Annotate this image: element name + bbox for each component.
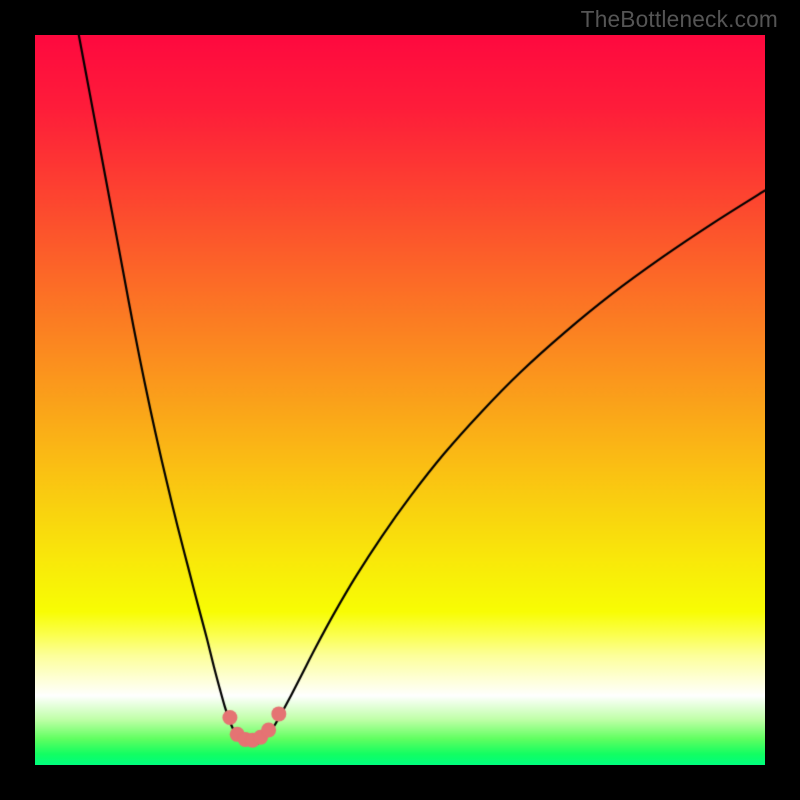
watermark-text: TheBottleneck.com [581,6,778,33]
bottleneck-chart [35,35,765,765]
